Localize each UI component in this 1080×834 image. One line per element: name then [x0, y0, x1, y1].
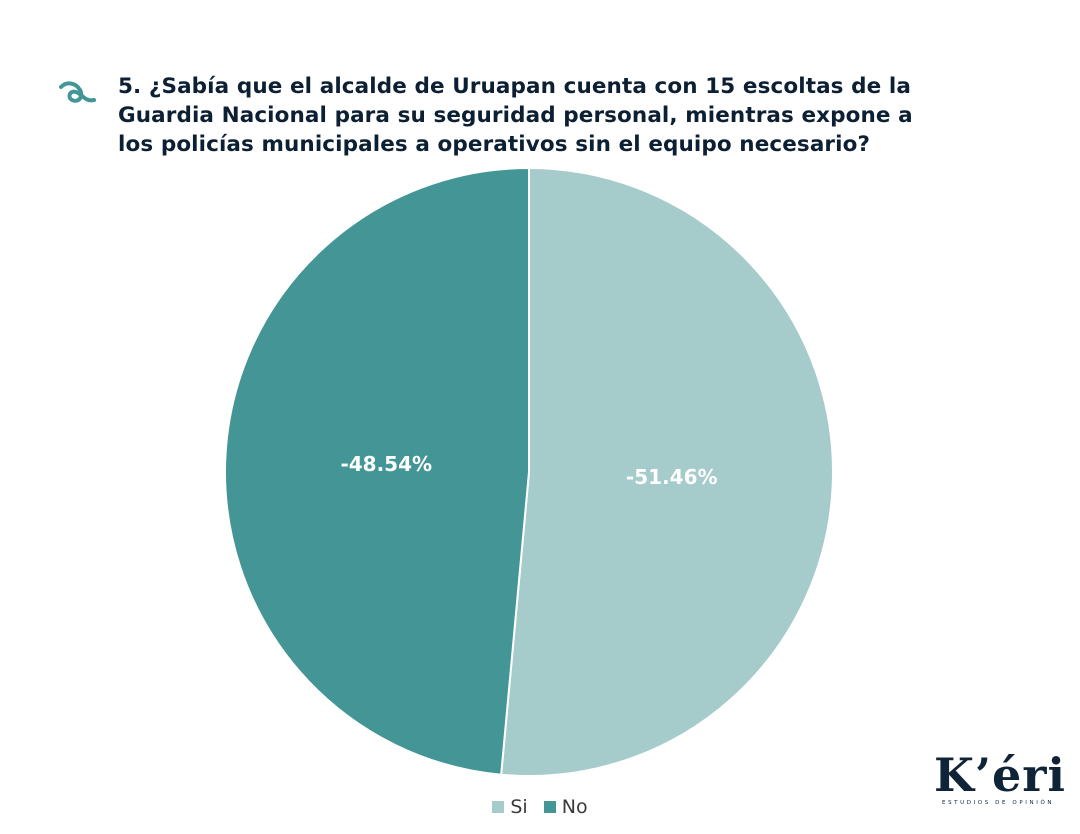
chart-title: 5. ¿Sabía que el alcalde de Uruapan cuen…: [118, 72, 978, 159]
logo-wordmark: K’éri: [934, 748, 1066, 802]
legend-label-no: No: [561, 796, 588, 818]
pie-slice-si: [500, 166, 834, 777]
logo-subtitle: ESTUDIOS DE OPINIÓN: [942, 800, 1055, 806]
legend-swatch-si: [492, 801, 505, 813]
slice-label-no: -48.54%: [340, 452, 432, 476]
swirl-icon: [59, 81, 96, 103]
legend-swatch-no: [543, 801, 556, 813]
legend-item-si: Si: [492, 796, 528, 818]
title-line-1: 5. ¿Sabía que el alcalde de Uruapan cuen…: [118, 74, 911, 99]
title-line-3: los policías municipales a operativos si…: [118, 132, 871, 157]
chart-legend: Si No: [0, 796, 1080, 818]
legend-label-si: Si: [510, 796, 528, 818]
keri-logo: K’éri ESTUDIOS DE OPINIÓN: [934, 748, 1066, 812]
title-line-2: Guardia Nacional para su seguridad perso…: [118, 103, 913, 128]
pie-slice-no: [223, 166, 530, 776]
slice-label-si: -51.46%: [626, 465, 718, 489]
legend-item-no: No: [543, 796, 588, 818]
